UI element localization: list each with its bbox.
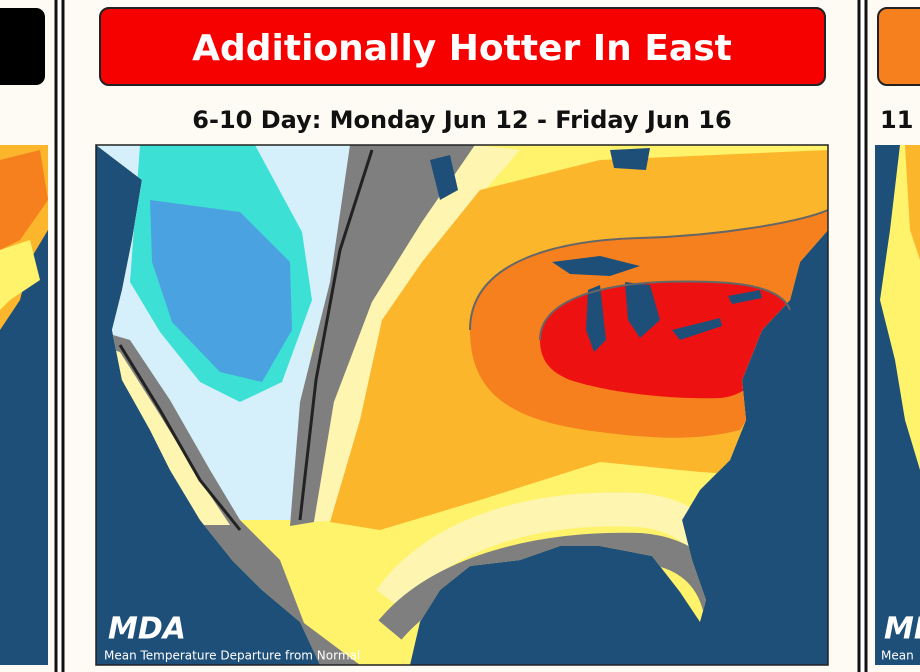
left-header	[0, 8, 45, 85]
right-logo: MDA	[884, 612, 920, 647]
map-frame	[95, 144, 829, 666]
right-map	[875, 145, 920, 665]
title: Additionally Hotter In East	[192, 28, 732, 69]
right-header	[877, 7, 920, 86]
logo: MDA	[108, 612, 186, 647]
subtitle: 6-10 Day: Monday Jun 12 - Friday Jun 16	[192, 106, 731, 134]
left-map	[0, 145, 48, 665]
right-subtitle: 11	[880, 106, 913, 134]
map	[96, 145, 828, 665]
caption: Mean Temperature Departure from Normal	[104, 649, 360, 663]
title-box	[99, 7, 826, 86]
right-caption: Mean	[881, 649, 914, 663]
